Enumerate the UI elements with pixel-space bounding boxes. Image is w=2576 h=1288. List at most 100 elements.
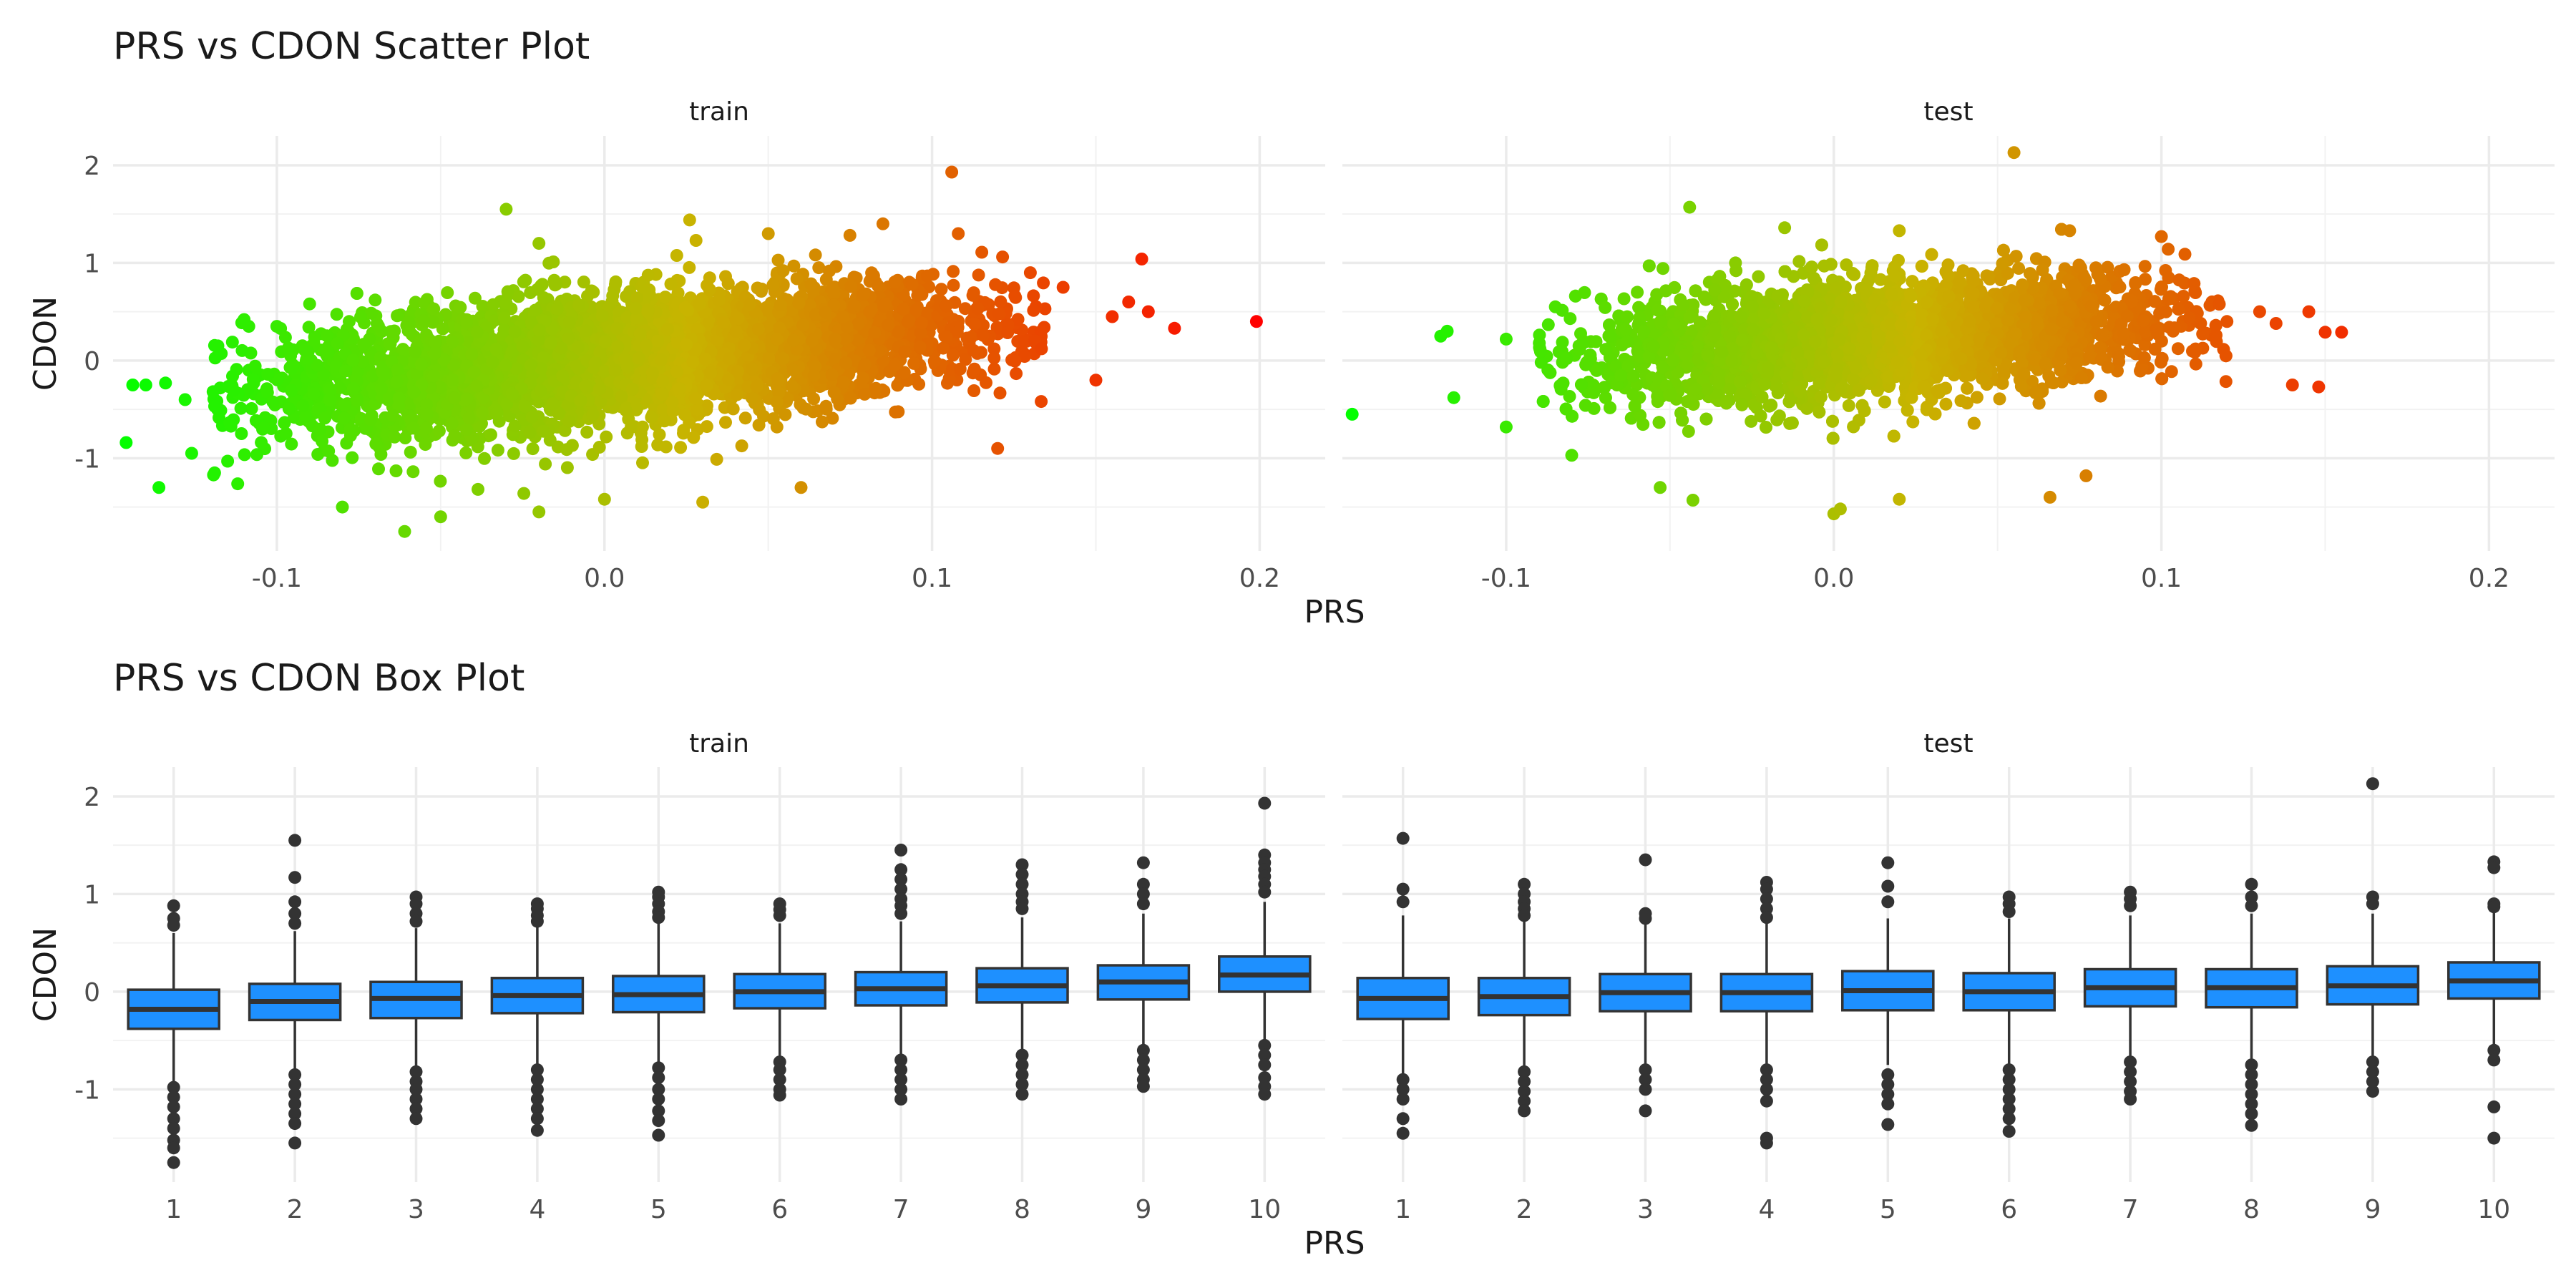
scatter-point	[786, 364, 800, 376]
scatter-point	[374, 381, 388, 395]
scatter-point	[470, 379, 484, 393]
scatter-point	[967, 384, 981, 397]
scatter-point	[508, 419, 522, 433]
scatter-point	[208, 399, 221, 413]
scatter-point	[1018, 334, 1031, 348]
scatter-point	[645, 411, 658, 424]
scatter-point	[234, 401, 248, 415]
scatter-point	[686, 355, 700, 369]
scatter-points	[119, 165, 1263, 538]
x-tick-label: 0.1	[2141, 564, 2182, 593]
x-tick-label: 0.2	[1239, 564, 1280, 593]
scatter-point	[891, 379, 904, 392]
scatter-point	[1008, 354, 1022, 368]
scatter-point	[428, 347, 441, 360]
y-tick-label: 1	[84, 249, 100, 278]
scatter-point	[665, 396, 679, 409]
scatter-point	[598, 335, 612, 348]
scatter-point	[391, 309, 404, 323]
scatter-point	[745, 391, 758, 404]
scatter-point	[629, 301, 643, 315]
scatter-point	[940, 299, 953, 313]
scatter-point	[882, 318, 895, 332]
scatter-point	[318, 411, 331, 425]
scatter-point	[971, 302, 985, 316]
scatter-point	[446, 335, 459, 348]
scatter-point	[683, 213, 696, 227]
scatter-point	[490, 406, 504, 420]
scatter-point	[506, 388, 519, 401]
scatter-point	[356, 355, 369, 369]
scatter-point	[953, 362, 967, 376]
scatter-point	[937, 341, 950, 355]
scatter-point	[432, 424, 446, 438]
scatter-point	[580, 425, 594, 439]
scatter-point	[586, 408, 600, 421]
scatter-point	[876, 217, 889, 230]
scatter-point	[804, 277, 818, 291]
scatter-point	[967, 343, 980, 357]
scatter-point	[484, 428, 497, 441]
scatter-point	[766, 278, 780, 292]
scatter-point	[525, 410, 539, 424]
scatter-point	[913, 340, 927, 353]
scatter-point	[785, 379, 799, 393]
scatter-point	[730, 388, 743, 401]
scatter-point	[369, 293, 382, 307]
scatter-point	[487, 298, 500, 311]
scatter-point	[550, 303, 564, 316]
scatter-point	[307, 387, 321, 401]
scatter-point	[721, 277, 735, 291]
scatter-point	[489, 342, 503, 356]
scatter-point	[238, 313, 251, 326]
scatter-point	[547, 397, 560, 411]
scatter-point	[1034, 325, 1048, 338]
scatter-point	[436, 322, 449, 336]
scatter-point	[560, 461, 574, 474]
scatter-point	[935, 283, 948, 296]
scatter-point	[572, 298, 586, 312]
scatter-point	[658, 414, 671, 428]
scatter-point	[346, 382, 360, 395]
scatter-point	[987, 342, 1001, 356]
scatter-point	[1009, 291, 1023, 304]
scatter-point	[529, 303, 542, 317]
scatter-facet-test: test-0.1 0.0 0.1 0.2	[1342, 97, 2555, 593]
scatter-point	[468, 291, 482, 305]
scatter-point	[654, 353, 668, 366]
scatter-point	[912, 377, 926, 391]
scatter-point	[907, 356, 921, 370]
scatter-point	[491, 444, 504, 457]
scatter-point	[989, 278, 1002, 291]
scatter-point	[343, 315, 356, 328]
scatter-point	[641, 268, 655, 282]
scatter-point	[597, 365, 611, 379]
scatter-point	[816, 415, 829, 429]
scatter-point	[404, 445, 417, 459]
x-tick-label: 0.1	[912, 564, 952, 593]
scatter-point	[646, 366, 659, 379]
scatter-point	[427, 302, 441, 316]
scatter-point	[388, 430, 401, 444]
scatter-point	[770, 333, 784, 346]
scatter-point	[517, 487, 531, 500]
scatter-point	[369, 437, 383, 451]
scatter-point	[655, 388, 669, 401]
scatter-point	[735, 439, 748, 453]
scatter-point	[993, 386, 1007, 400]
scatter-point	[357, 338, 371, 351]
scatter-point	[227, 384, 240, 397]
scatter-point	[731, 312, 745, 325]
scatter-point	[526, 442, 540, 456]
scatter-point	[285, 437, 298, 451]
scatter-x-axis-title: PRS	[1304, 594, 1365, 630]
scatter-point	[774, 298, 787, 312]
facet-strip-label-train: train	[689, 97, 749, 127]
scatter-point	[311, 448, 325, 461]
scatter-point	[636, 456, 649, 469]
scatter-point	[848, 298, 862, 312]
scatter-point	[476, 406, 489, 419]
scatter-point	[862, 343, 876, 357]
scatter-point	[337, 411, 351, 425]
scatter-point	[888, 275, 902, 288]
